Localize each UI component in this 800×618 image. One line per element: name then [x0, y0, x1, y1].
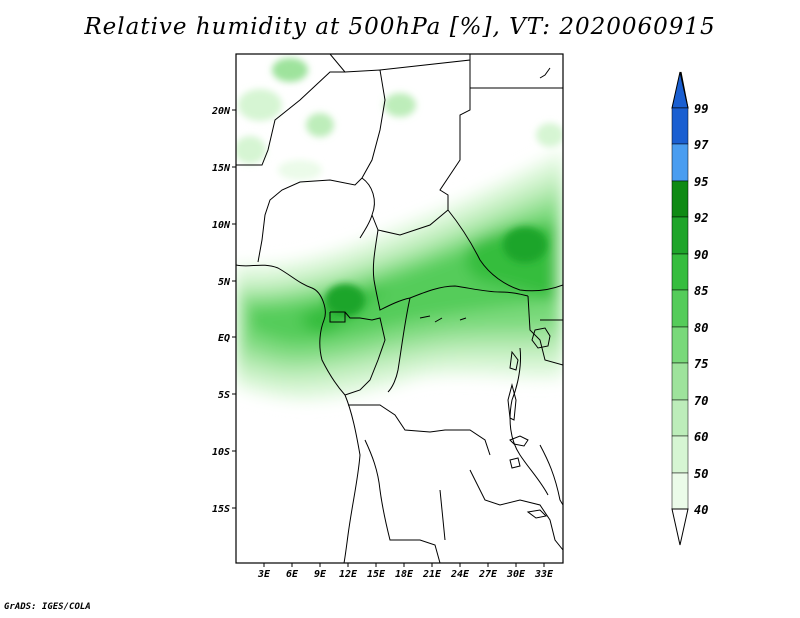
colorbar-seg-92 [671, 216, 689, 255]
colorbar-seg-95 [671, 180, 689, 218]
lat-label: EQ [218, 333, 230, 344]
lat-label: 5S [218, 390, 230, 401]
colorbar-seg-50 [671, 472, 689, 510]
colorbar-seg-99 [671, 107, 689, 145]
lon-label: 30E [506, 569, 526, 580]
rh-patch-north-5 [236, 136, 266, 164]
colorbar-label: 40 [694, 503, 708, 517]
map-frame [235, 53, 564, 564]
lon-axis: 3E 6E 9E 12E 15E 18E 21E 24E 27E 30E 33E [257, 563, 554, 580]
lon-label: 27E [478, 569, 498, 580]
colorbar-label: 90 [694, 248, 708, 262]
lat-label: 10S [212, 447, 230, 458]
colorbar-label: 92 [694, 211, 708, 225]
colorbar-seg-97 [671, 143, 689, 182]
rh-patch-north-7 [278, 160, 322, 180]
colorbar-label: 99 [694, 102, 708, 116]
grads-credit: GrADS: IGES/COLA [4, 602, 91, 612]
rh-patch-north-2 [238, 89, 282, 121]
lat-label: 20N [211, 106, 231, 117]
lon-label: 24E [450, 569, 470, 580]
rh-core-east [503, 227, 547, 263]
colorbar-seg-70 [671, 399, 689, 437]
humidity-field [236, 58, 563, 403]
colorbar-label: 80 [694, 321, 708, 335]
lon-label: 21E [422, 569, 442, 580]
country-boundaries [236, 54, 563, 563]
lon-label: 12E [339, 569, 358, 580]
lon-label: 3E [257, 569, 271, 580]
colorbar-label: 60 [694, 430, 708, 444]
lon-label: 33E [534, 569, 554, 580]
chart-title: Relative humidity at 500hPa [%], VT: 202… [84, 14, 716, 40]
colorbar: 99 97 95 92 90 85 80 75 70 60 50 40 [671, 71, 709, 546]
lat-label: 10N [212, 220, 231, 231]
colorbar-seg-85 [671, 289, 689, 328]
colorbar-top-triangle [671, 71, 689, 109]
rh-patch-north-4 [384, 93, 416, 117]
lon-label: 9E [314, 569, 327, 580]
lon-label: 6E [286, 569, 299, 580]
lon-label: 15E [367, 569, 386, 580]
colorbar-label: 95 [694, 175, 708, 189]
colorbar-seg-80 [671, 326, 689, 364]
colorbar-seg-75 [671, 362, 689, 401]
colorbar-label: 85 [694, 284, 708, 298]
colorbar-seg-60 [671, 435, 689, 474]
lat-label: 15N [212, 163, 231, 174]
lon-label: 18E [395, 569, 414, 580]
colorbar-bottom-triangle [671, 508, 689, 546]
lake-outlines [419, 315, 551, 519]
colorbar-label: 97 [694, 138, 709, 152]
colorbar-label: 50 [694, 467, 708, 481]
rh-core-central [325, 284, 365, 316]
lat-axis: 20N 15N 10N 5N EQ 5S 10S 15S [211, 106, 236, 515]
colorbar-label: 70 [694, 394, 708, 408]
rh-patch-north-3 [306, 113, 334, 137]
lat-label: 5N [218, 277, 231, 288]
colorbar-label: 75 [694, 357, 708, 371]
rh-patch-north-6 [536, 123, 563, 147]
lat-label: 15S [212, 504, 230, 515]
rh-patch-north-1 [272, 58, 308, 82]
colorbar-seg-90 [671, 253, 689, 291]
